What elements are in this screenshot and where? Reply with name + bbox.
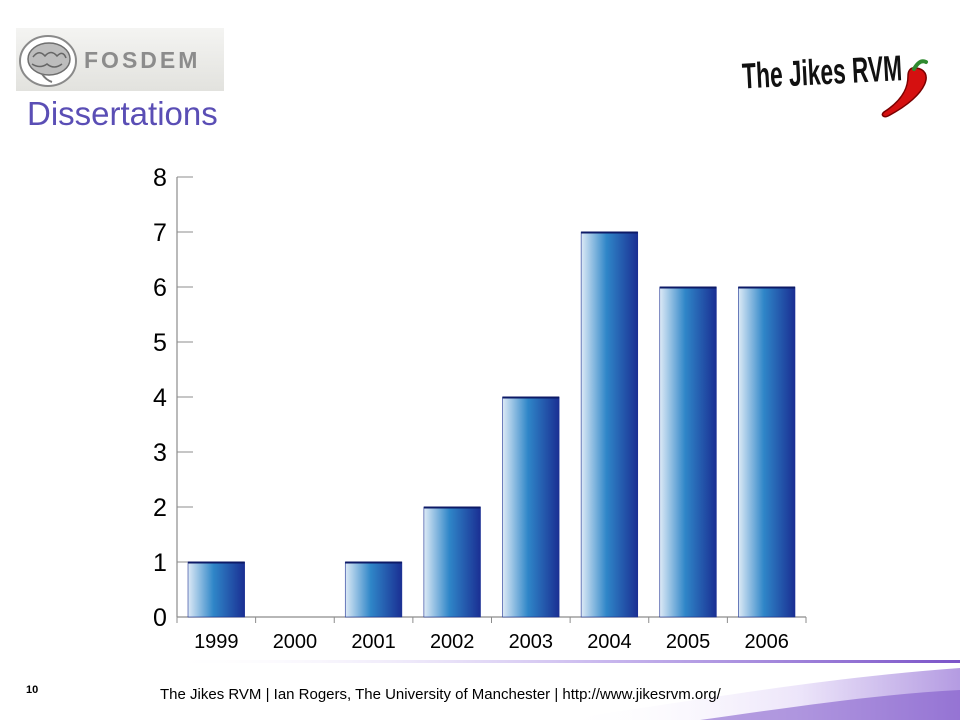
y-tick-label: 2 <box>153 494 167 522</box>
footer-band <box>160 660 960 720</box>
slide-title: Dissertations <box>27 95 218 132</box>
fosdem-logo-text: FOSDEM <box>84 47 200 73</box>
bar-2003 <box>502 396 560 618</box>
jikes-logo-text: The Jikes RVM <box>741 47 903 96</box>
bar-chart: 0 1 2 3 4 5 6 7 8 1999 2000 2001 2002 2003 2004 2005 200… <box>153 164 807 653</box>
y-tick-label: 4 <box>153 384 167 412</box>
x-tick-label: 2000 <box>273 631 318 653</box>
page-number: 10 <box>26 684 39 696</box>
chili-pepper-icon <box>881 59 928 118</box>
x-tick-label: 2006 <box>744 631 789 653</box>
x-tick-label: 2004 <box>587 631 632 653</box>
y-tick-label: 6 <box>153 274 167 302</box>
bar-2002 <box>423 506 481 618</box>
bar-2001 <box>344 561 403 618</box>
x-tick-label: 1999 <box>194 631 239 653</box>
footer-text: The Jikes RVM | Ian Rogers, The Universi… <box>160 686 721 703</box>
y-tick-label: 7 <box>153 219 167 247</box>
y-tick-label: 5 <box>153 329 167 357</box>
bar-2006 <box>738 286 796 618</box>
bar-2005 <box>659 286 717 618</box>
bar-1999 <box>187 561 245 618</box>
x-tick-label: 2001 <box>351 631 396 653</box>
chart-labels: 0 1 2 3 4 5 6 7 8 1999 2000 2001 2002 2003 2004 2005 200… <box>153 164 789 653</box>
y-tick-label: 8 <box>153 164 167 192</box>
bar-2004 <box>580 231 639 618</box>
jikes-rvm-logo: The Jikes RVM <box>741 47 928 118</box>
x-tick-label: 2002 <box>430 631 475 653</box>
chart-bars <box>187 231 796 618</box>
brain-icon <box>19 35 77 87</box>
fosdem-logo: FOSDEM <box>16 28 224 91</box>
y-tick-label: 0 <box>153 604 167 632</box>
x-tick-label: 2003 <box>509 631 554 653</box>
y-tick-label: 3 <box>153 439 167 467</box>
y-tick-label: 1 <box>153 549 167 577</box>
x-tick-label: 2005 <box>666 631 711 653</box>
